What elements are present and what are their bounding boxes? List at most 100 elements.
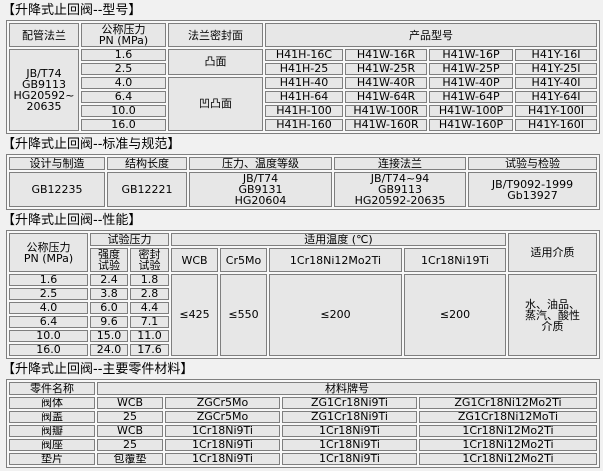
pn-cell: 4.0 (9, 302, 88, 314)
col-header-temperature: 适用温度 (℃) (171, 233, 506, 246)
col-header-seal-test: 密封 试验 (130, 248, 169, 272)
model-cell: H41Y-40I (515, 77, 597, 89)
model-cell: H41W-40R (345, 77, 427, 89)
strength-cell: 6.0 (90, 302, 128, 314)
grade-cell: ZGCr5Mo (165, 397, 280, 409)
section-materials: 【升降式止回阀--主要零件材料】 零件名称 材料牌号 阀体 WCB ZGCr5M… (0, 363, 603, 468)
grade-cell: 1Cr18Ni9Ti (165, 439, 280, 451)
standard-cell: JB/T74 GB9131 HG20604 (189, 172, 332, 207)
table-row: 10.0 H41H-100 H41W-100R H41W-100P H41Y-1… (9, 105, 597, 117)
temp-limit-wcb-cell: ≤425 (171, 274, 218, 356)
section-standards: 【升降式止回阀--标准与规范】 设计与制造 结构长度 压力、温度等级 连接法兰 … (0, 138, 603, 210)
pn-cell: 6.4 (81, 91, 166, 103)
col-header-material-wcb: WCB (171, 248, 218, 272)
section-standards-title: 【升降式止回阀--标准与规范】 (2, 137, 181, 152)
part-cell: 阀体 (9, 397, 95, 409)
standard-cell: GB12235 (9, 172, 105, 207)
table-row: 4.0 凹凸面 H41H-40 H41W-40R H41W-40P H41Y-4… (9, 77, 597, 131)
table-row: GB12235 GB12221 JB/T74 GB9131 HG20604 JB… (9, 172, 597, 207)
section-performance: 【升降式止回阀--性能】 公称压力 PN (MPa) 试验压力 适用温度 (℃)… (0, 214, 603, 359)
seal-cell: 11.0 (130, 330, 169, 342)
model-cell: H41Y-16I (515, 49, 597, 61)
part-cell: 垫片 (9, 453, 95, 465)
flange-standards-cell: JB/T74 GB9113 HG20592~ 20635 (9, 49, 79, 131)
part-cell: 阀瓣 (9, 425, 95, 437)
col-header-pressure-temp-grade: 压力、温度等级 (189, 157, 332, 170)
model-cell: H41H-40 (265, 77, 343, 89)
grade-cell: 包覆垫 (97, 453, 163, 465)
model-cell: H41H-16C (265, 49, 343, 61)
col-header-material-cr5mo: Cr5Mo (220, 248, 267, 272)
strength-cell: 2.4 (90, 274, 128, 286)
grade-cell: 1Cr18Ni12Mo2Ti (419, 425, 597, 437)
table-row: 垫片 包覆垫 1Cr18Ni9Ti 1Cr18Ni9Ti 1Cr18Ni12Mo… (9, 453, 597, 465)
model-cell: H41H-25 (265, 63, 343, 75)
standard-cell: GB12221 (107, 172, 187, 207)
grade-cell: 1Cr18Ni9Ti (165, 425, 280, 437)
grade-cell: 1Cr18Ni9Ti (282, 425, 417, 437)
table-row: 阀体 WCB ZGCr5Mo ZG1Cr18Ni9Ti ZG1Cr18Ni12M… (9, 397, 597, 409)
model-cell: H41W-16P (429, 49, 513, 61)
section-materials-title: 【升降式止回阀--主要零件材料】 (2, 362, 194, 377)
col-header-pn: 公称压力 PN (MPa) (9, 233, 88, 272)
temp-limit-cr5mo-cell: ≤550 (220, 274, 267, 356)
seal-cell: 4.4 (130, 302, 169, 314)
pn-cell: 10.0 (81, 105, 166, 117)
grade-cell: ZGCr5Mo (165, 411, 280, 423)
col-header-test-pressure: 试验压力 (90, 233, 169, 246)
media-cell: 水、油品、 蒸汽、酸性 介质 (508, 274, 597, 356)
model-cell: H41W-16R (345, 49, 427, 61)
table-row: 4.0 6.0 4.4 (9, 302, 597, 314)
col-header-test-inspection: 试验与检验 (468, 157, 597, 170)
col-header-connecting-flange: 连接法兰 (334, 157, 466, 170)
standard-cell: JB/T9092-1999 Gb13927 (468, 172, 597, 207)
model-cell: H41W-100P (429, 105, 513, 117)
temp-limit-1cr18ni12mo2ti-cell: ≤200 (269, 274, 402, 356)
strength-cell: 3.8 (90, 288, 128, 300)
grade-cell: 1Cr18Ni9Ti (282, 453, 417, 465)
model-cell: H41H-100 (265, 105, 343, 117)
pn-cell: 6.4 (9, 316, 88, 328)
grade-cell: 25 (97, 439, 163, 451)
model-cell: H41W-160R (345, 119, 427, 131)
model-cell: H41W-64R (345, 91, 427, 103)
model-cell: H41W-100R (345, 105, 427, 117)
part-cell: 阀盖 (9, 411, 95, 423)
model-cell: H41W-160P (429, 119, 513, 131)
model-cell: H41Y-160I (515, 119, 597, 131)
table-row: 阀盖 25 ZGCr5Mo ZG1Cr18Ni9Ti ZG1Cr18Ni12Mo… (9, 411, 597, 423)
grade-cell: ZG1Cr18Ni9Ti (282, 411, 417, 423)
seal-cell: 7.1 (130, 316, 169, 328)
pn-cell: 16.0 (81, 119, 166, 131)
grade-cell: 25 (97, 411, 163, 423)
model-cell: H41Y-100I (515, 105, 597, 117)
grade-cell: ZG1Cr18Ni12MoTi (419, 411, 597, 423)
models-table: 配管法兰 公称压力 PN (MPa) 法兰密封面 产品型号 JB/T74 GB9… (6, 20, 600, 134)
col-header-seal-face: 法兰密封面 (168, 23, 263, 47)
pn-cell: 1.6 (9, 274, 88, 286)
col-header-product-model: 产品型号 (265, 23, 597, 47)
pn-cell: 16.0 (9, 344, 88, 356)
grade-cell: 1Cr18Ni9Ti (282, 439, 417, 451)
model-cell: H41W-25R (345, 63, 427, 75)
grade-cell: 1Cr18Ni12Mo2Ti (419, 439, 597, 451)
table-row: 16.0 H41H-160 H41W-160R H41W-160P H41Y-1… (9, 119, 597, 131)
col-header-part-name: 零件名称 (9, 382, 95, 395)
pn-cell: 2.5 (81, 63, 166, 75)
col-header-structure-length: 结构长度 (107, 157, 187, 170)
table-row: 6.4 H41H-64 H41W-64R H41W-64P H41Y-64I (9, 91, 597, 103)
col-header-design-manufacture: 设计与制造 (9, 157, 105, 170)
section-models: 【升降式止回阀--型号】 配管法兰 公称压力 PN (MPa) 法兰密封面 产品… (0, 4, 603, 134)
col-header-pn: 公称压力 PN (MPa) (81, 23, 166, 47)
materials-table: 零件名称 材料牌号 阀体 WCB ZGCr5Mo ZG1Cr18Ni9Ti ZG… (6, 379, 600, 468)
temp-limit-1cr18ni19ti-cell: ≤200 (404, 274, 506, 356)
standard-cell: JB/T74~94 GB9113 HG20592-20635 (334, 172, 466, 207)
pn-cell: 10.0 (9, 330, 88, 342)
section-performance-title: 【升降式止回阀--性能】 (2, 213, 142, 228)
grade-cell: ZG1Cr18Ni9Ti (282, 397, 417, 409)
part-cell: 阀座 (9, 439, 95, 451)
col-header-material-grade: 材料牌号 (97, 382, 597, 395)
grade-cell: 1Cr18Ni12Mo2Ti (419, 453, 597, 465)
valve-spec-page: { "colors": { "page_bg":"#f1f1f1", "cell… (0, 4, 603, 471)
model-cell: H41Y-64I (515, 91, 597, 103)
